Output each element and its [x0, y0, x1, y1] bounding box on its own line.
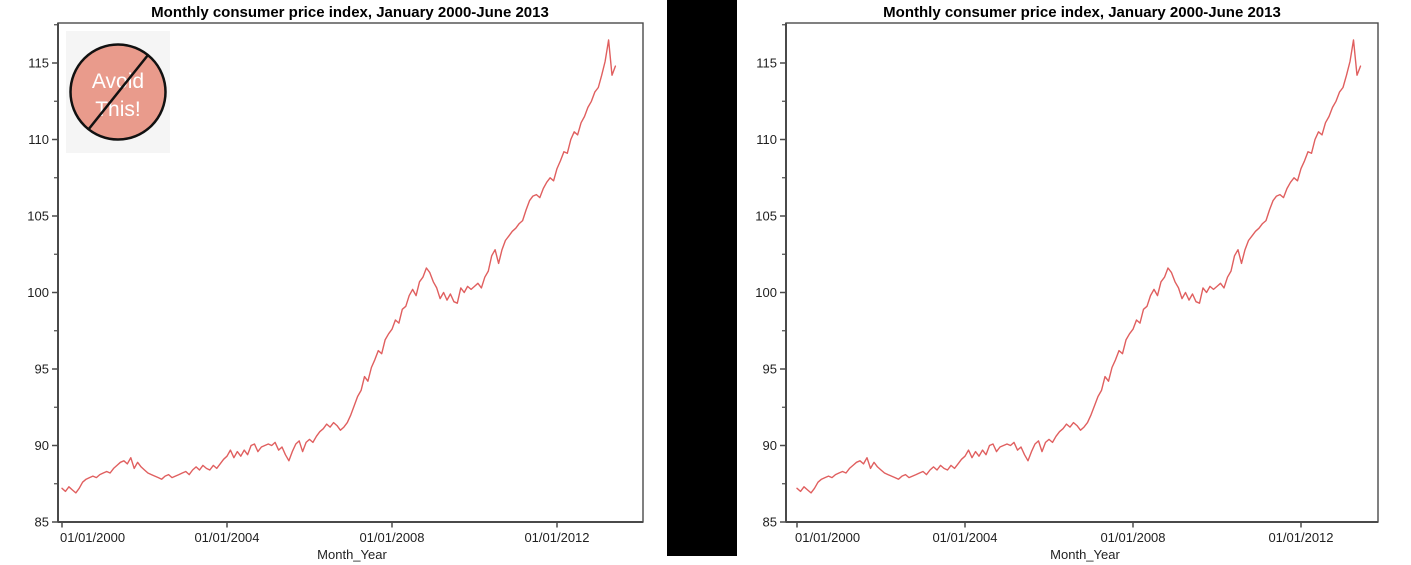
y-tick-label: 85 [763, 515, 777, 530]
chart-left: Monthly consumer price index, January 20… [0, 0, 660, 565]
y-tick-label: 95 [35, 362, 49, 377]
x-tick-label: 01/01/2012 [524, 530, 589, 545]
y-tick-label: 85 [35, 515, 49, 530]
plot-frame [785, 22, 1379, 523]
chart-left-svg: Monthly consumer price index, January 20… [27, 4, 644, 562]
badge-text-line2: This! [95, 98, 141, 121]
y-tick-label: 105 [755, 209, 777, 224]
x-axis-label: Month_Year [317, 547, 387, 562]
y-tick-label: 110 [756, 132, 777, 147]
badge-text-line1: Avoid [92, 70, 144, 93]
y-tick-label: 110 [28, 132, 49, 147]
cpi-line [796, 39, 1362, 494]
y-tick-label: 115 [756, 56, 777, 71]
x-tick-label: 01/01/2012 [1268, 530, 1333, 545]
x-tick-label: 01/01/2008 [359, 530, 424, 545]
y-tick-label: 115 [28, 56, 49, 71]
y-tick-label: 100 [755, 285, 777, 300]
x-axis-label: Month_Year [1050, 547, 1120, 562]
y-tick-label: 105 [27, 209, 49, 224]
y-tick-label: 90 [35, 438, 49, 453]
x-tick-label: 01/01/2004 [194, 530, 259, 545]
y-tick-label: 100 [27, 285, 49, 300]
no-symbol-slash [87, 54, 149, 131]
chart-right: Monthly consumer price index, January 20… [745, 0, 1411, 565]
plot-area: 85 90 95 100 105 110 115 01/01/2000 01/01/2004 01… [27, 22, 644, 545]
cpi-line [61, 39, 617, 494]
x-tick-label: 01/01/2000 [795, 530, 860, 545]
chart-title: Monthly consumer price index, January 20… [151, 4, 549, 21]
y-tick-label: 90 [763, 438, 777, 453]
plot-area: 85 90 95 100 105 110 115 01/01/2000 01/01/2004 01… [755, 22, 1379, 545]
x-tick-label: 01/01/2000 [60, 530, 125, 545]
y-tick-label: 95 [763, 362, 777, 377]
x-tick-label: 01/01/2008 [1100, 530, 1165, 545]
chart-title: Monthly consumer price index, January 20… [883, 4, 1281, 21]
avoid-this-badge: Avoid This! [66, 31, 170, 153]
chart-right-svg: Monthly consumer price index, January 20… [755, 4, 1379, 562]
black-divider [667, 0, 737, 556]
x-tick-label: 01/01/2004 [932, 530, 997, 545]
